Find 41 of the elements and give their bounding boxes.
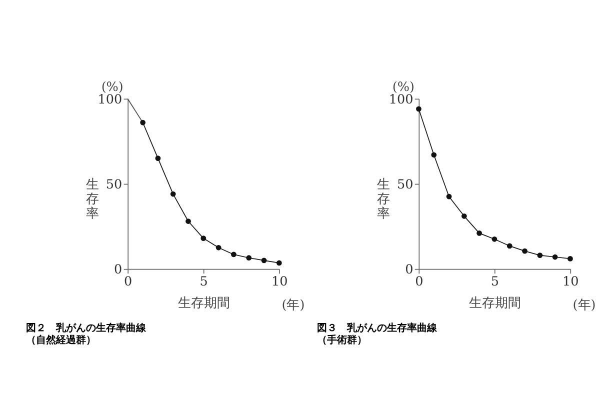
y-tick-label: 0 (114, 262, 122, 278)
point (416, 106, 422, 112)
point (246, 255, 252, 261)
point (200, 236, 206, 241)
point (522, 248, 528, 254)
point (492, 236, 498, 242)
point (476, 230, 482, 236)
point (216, 244, 222, 250)
text: （手術群） (317, 334, 368, 346)
point (506, 243, 512, 249)
text: (年) (282, 298, 305, 313)
point (537, 252, 543, 258)
point (568, 256, 573, 262)
point (552, 254, 558, 260)
point (276, 260, 282, 266)
x-axis-title: 生存期間 (468, 296, 521, 311)
x-tick-label: 5 (490, 274, 499, 290)
point (170, 191, 176, 197)
x-tick-label: 10 (562, 274, 579, 290)
x-axis-title: 生存期間 (178, 296, 230, 311)
text: （自然経過群） (26, 334, 96, 346)
y-tick-label: 50 (106, 178, 122, 192)
x-tick-label: 5 (200, 274, 208, 290)
x-tick-label: 0 (415, 274, 424, 290)
point (446, 194, 452, 200)
y-tick-label: 50 (396, 178, 414, 192)
text: 図３ 乳がんの生存率曲線 (317, 322, 438, 334)
point (261, 258, 267, 264)
text: (年) (572, 298, 596, 313)
x-tick-label: 0 (124, 274, 132, 290)
y-axis-title: 生存率 (376, 178, 390, 222)
point (461, 213, 467, 219)
x-tick-label: 10 (271, 274, 288, 290)
point (186, 218, 191, 224)
point (155, 156, 161, 161)
point (231, 252, 236, 258)
y-tick-label: 0 (405, 262, 414, 278)
point (140, 120, 146, 126)
y-axis-title: 生存率 (86, 178, 99, 222)
point (431, 152, 437, 158)
text: 図２ 乳がんの生存率曲線 (26, 322, 147, 334)
